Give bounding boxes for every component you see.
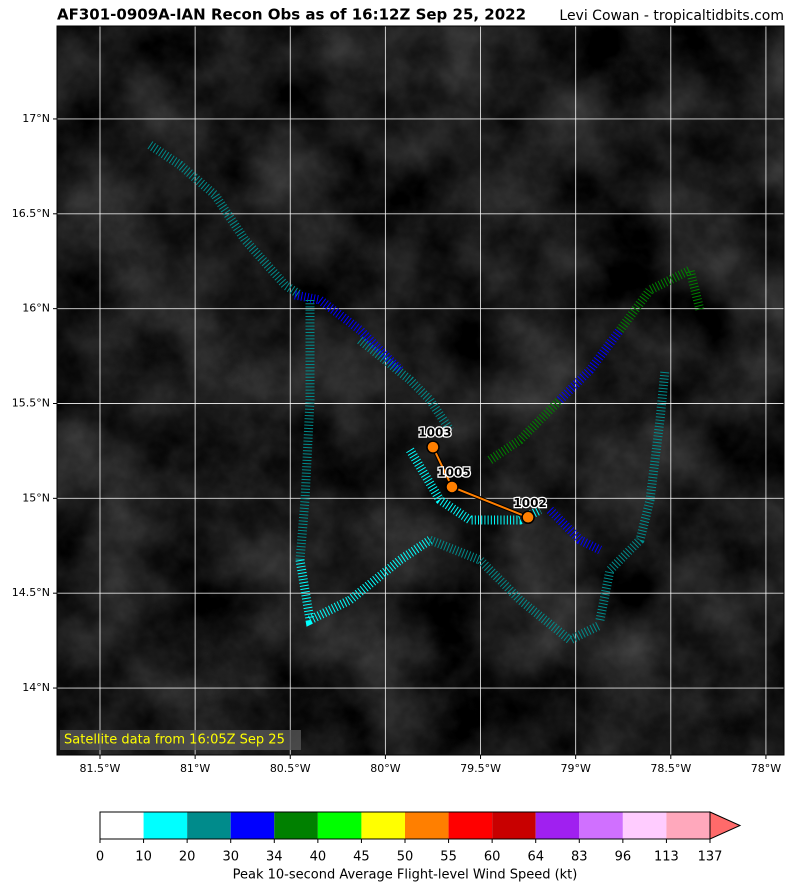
x-tick-label: 80.5°W [270,762,311,775]
colorbar-tick-label: 60 [484,850,501,865]
colorbar-label: Peak 10-second Average Flight-level Wind… [233,868,578,883]
center-track [451,486,529,519]
colorbar-tick-label: 30 [222,850,239,865]
center-fix [445,480,459,494]
credit: Levi Cowan - tropicaltidbits.com [559,8,784,24]
colorbar-segment [361,812,405,839]
satellite-note: Satellite data from 16:05Z Sep 25 [64,733,285,748]
colorbar-tick-label: 96 [615,850,632,865]
colorbar-segment [143,812,188,839]
center-fix [521,510,535,525]
colorbar-tick-label: 113 [654,850,679,865]
colorbar-segment [317,812,362,839]
colorbar-segment [448,812,493,839]
colorbar-segment [274,812,318,839]
note-box [60,730,301,750]
y-tick-label: 15.5°N [12,396,50,409]
colorbar-segment [535,812,580,839]
colorbar-tick-label: 83 [571,850,588,865]
colorbar-tick-label: 50 [397,850,414,865]
y-tick-label: 15°N [22,491,50,504]
pressure-label: 1005 [437,465,470,479]
x-tick-label: 81.5°W [80,762,121,775]
map-frame [56,25,785,756]
satellite-clouds [57,26,784,755]
x-tick-label: 78.5°W [650,762,691,775]
x-tick-label: 79°W [560,762,590,775]
colorbar-extend [709,811,742,840]
colorbar-tick-label: 137 [698,850,723,865]
y-tick-label: 16.5°N [12,207,50,220]
x-tick-label: 78°W [751,762,781,775]
colorbar-segment [579,812,623,839]
colorbar-segment [230,812,275,839]
y-tick-label: 16°N [22,302,50,315]
colorbar-tick-label: 64 [527,850,544,865]
colorbar-tick-label: 34 [266,850,283,865]
y-tick-label: 14.5°N [12,586,50,599]
colorbar-segment [405,812,449,839]
center-fix [426,440,440,454]
x-tick-label: 79.5°W [460,762,501,775]
pressure-label: 1002 [513,496,546,510]
pressure-label: 1003 [418,426,451,440]
y-tick-label: 14°N [22,681,50,694]
title: AF301-0909A-IAN Recon Obs as of 16:12Z S… [57,6,526,24]
colorbar-segment [187,812,231,839]
colorbar-tick-label: 10 [135,850,152,865]
y-tick-label: 17°N [22,112,50,125]
flight-track [147,141,705,646]
colorbar-segment [100,812,144,839]
x-tick-label: 80°W [370,762,400,775]
colorbar-segment [666,812,710,839]
colorbar-tick-label: 20 [179,850,196,865]
map-area: 1003 1005 1002 Satellite data from 16:05Z … [57,26,784,755]
x-tick-label: 81°W [180,762,210,775]
colorbar-tick-label: 40 [310,850,327,865]
center-track [432,446,453,488]
colorbar-tick-label: 0 [96,850,104,865]
colorbar-tick-label: 45 [353,850,370,865]
colorbar-segment [492,812,536,839]
colorbar-segment [622,812,667,839]
colorbar-tick-label: 55 [440,850,457,865]
